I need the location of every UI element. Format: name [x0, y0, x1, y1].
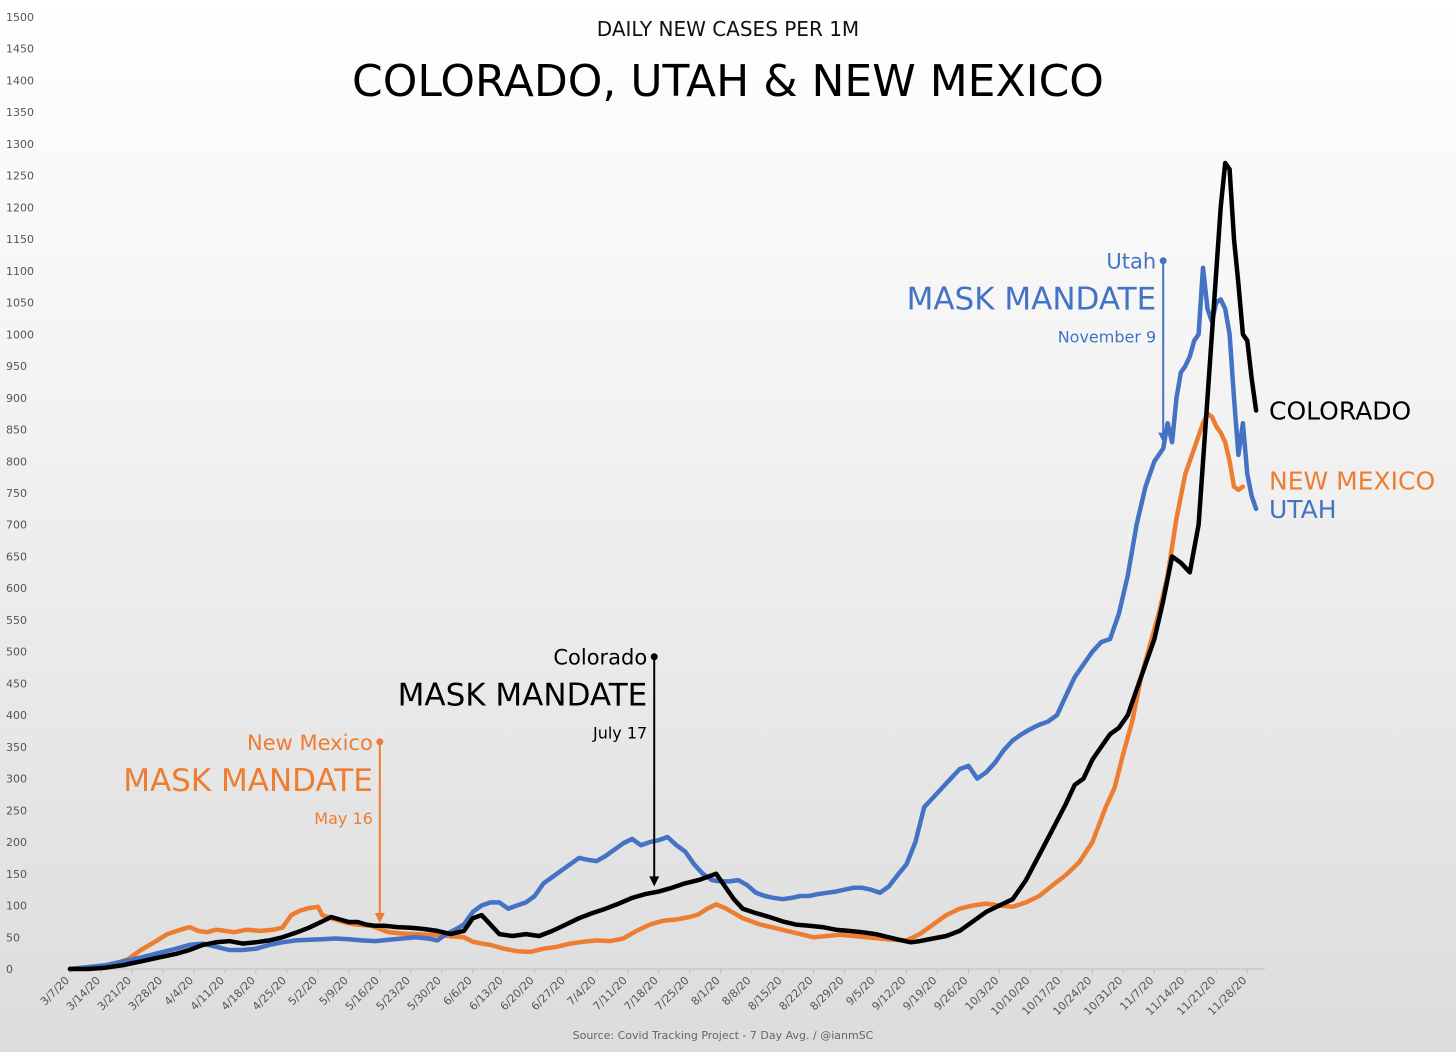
y-tick-label-700: 700 — [6, 519, 27, 532]
annotation-date-utah: November 9 — [1058, 328, 1157, 347]
chart-subtitle: DAILY NEW CASES PER 1M — [597, 17, 859, 41]
y-tick-label-950: 950 — [6, 360, 27, 373]
annotation-place-colorado: Colorado — [553, 646, 647, 670]
y-tick-label-350: 350 — [6, 741, 27, 754]
y-tick-label-1400: 1400 — [6, 74, 34, 87]
series-line-colorado — [67, 160, 1259, 972]
y-tick-label-150: 150 — [6, 868, 27, 881]
y-tick-label-900: 900 — [6, 392, 27, 405]
annotation-new-mexico: New Mexico MASK MANDATE May 16 — [123, 731, 385, 924]
y-tick-label-1350: 1350 — [6, 106, 34, 119]
y-tick-label-450: 450 — [6, 677, 27, 690]
annotation-place-utah: Utah — [1106, 250, 1156, 274]
y-tick-label-600: 600 — [6, 582, 27, 595]
annotation-arrowhead-colorado — [649, 876, 660, 887]
chart-title: COLORADO, UTAH & NEW MEXICO — [352, 56, 1104, 107]
y-tick-label-1200: 1200 — [6, 201, 34, 214]
x-tick-label-5-30-20: 5/30/20 — [405, 974, 444, 1013]
annotation-dot-utah — [1159, 257, 1167, 265]
y-tick-label-500: 500 — [6, 646, 27, 659]
y-tick-label-750: 750 — [6, 487, 27, 500]
annotation-label-colorado: MASK MANDATE — [398, 678, 648, 714]
y-tick-label-300: 300 — [6, 773, 27, 786]
y-tick-label-1450: 1450 — [6, 43, 34, 56]
x-tick-label-6-27-20: 6/27/20 — [529, 974, 568, 1013]
y-tick-label-200: 200 — [6, 836, 27, 849]
y-tick-label-850: 850 — [6, 424, 27, 437]
y-axis: 0 50 100 150 200 250 300 350 400 450 500 550 600 650 7… — [6, 11, 34, 976]
annotation-label-new-mexico: MASK MANDATE — [123, 763, 373, 799]
x-tick-label-4-25-20: 4/25/20 — [250, 974, 289, 1013]
annotation-label-utah: MASK MANDATE — [907, 282, 1157, 318]
y-tick-label-250: 250 — [6, 804, 27, 817]
series-line-utah — [67, 265, 1259, 972]
annotation-dot-new-mexico — [376, 738, 384, 746]
annotation-layer: New Mexico MASK MANDATE May 16 Colorado MASK… — [123, 250, 1169, 924]
y-tick-label-100: 100 — [6, 900, 27, 913]
y-tick-label-550: 550 — [6, 614, 27, 627]
annotation-arrowhead-new-mexico — [374, 913, 385, 924]
x-tick-label-5-2-20: 5/2/20 — [286, 974, 320, 1008]
y-tick-label-800: 800 — [6, 455, 27, 468]
y-tick-label-400: 400 — [6, 709, 27, 722]
annotation-dot-colorado — [650, 653, 658, 661]
series-end-label-utah: UTAH — [1269, 495, 1337, 524]
series-layer — [67, 160, 1259, 972]
series-end-label-new-mexico: NEW MEXICO — [1269, 466, 1435, 495]
x-tick-label-7-25-20: 7/25/20 — [653, 974, 692, 1013]
x-tick-label-8-29-20: 8/29/20 — [807, 974, 846, 1013]
annotation-date-new-mexico: May 16 — [314, 809, 373, 828]
x-tick-label-8-1-20: 8/1/20 — [689, 974, 723, 1008]
annotation-date-colorado: July 17 — [592, 724, 647, 743]
annotation-arrowhead-utah — [1158, 432, 1169, 443]
x-axis: 3/7/203/14/203/21/203/28/204/4/204/11/20… — [38, 968, 1265, 1018]
annotation-colorado: Colorado MASK MANDATE July 17 — [398, 646, 660, 887]
y-tick-label-1300: 1300 — [6, 138, 34, 151]
y-tick-label-1250: 1250 — [6, 170, 34, 183]
annotation-place-new-mexico: New Mexico — [247, 731, 373, 755]
y-tick-label-1150: 1150 — [6, 233, 34, 246]
annotation-utah: Utah MASK MANDATE November 9 — [907, 250, 1169, 443]
series-end-label-colorado: COLORADO — [1269, 396, 1411, 425]
y-tick-label-650: 650 — [6, 550, 27, 563]
y-tick-label-1500: 1500 — [6, 11, 34, 24]
y-tick-label-1050: 1050 — [6, 297, 34, 310]
series-line-new-mexico — [67, 411, 1246, 972]
y-tick-label-1000: 1000 — [6, 328, 34, 341]
y-tick-label-50: 50 — [6, 931, 20, 944]
x-tick-label-3-28-20: 3/28/20 — [126, 974, 165, 1013]
y-tick-label-1100: 1100 — [6, 265, 34, 278]
y-tick-label-0: 0 — [6, 963, 13, 976]
chart-source: Source: Covid Tracking Project - 7 Day A… — [573, 1029, 874, 1042]
